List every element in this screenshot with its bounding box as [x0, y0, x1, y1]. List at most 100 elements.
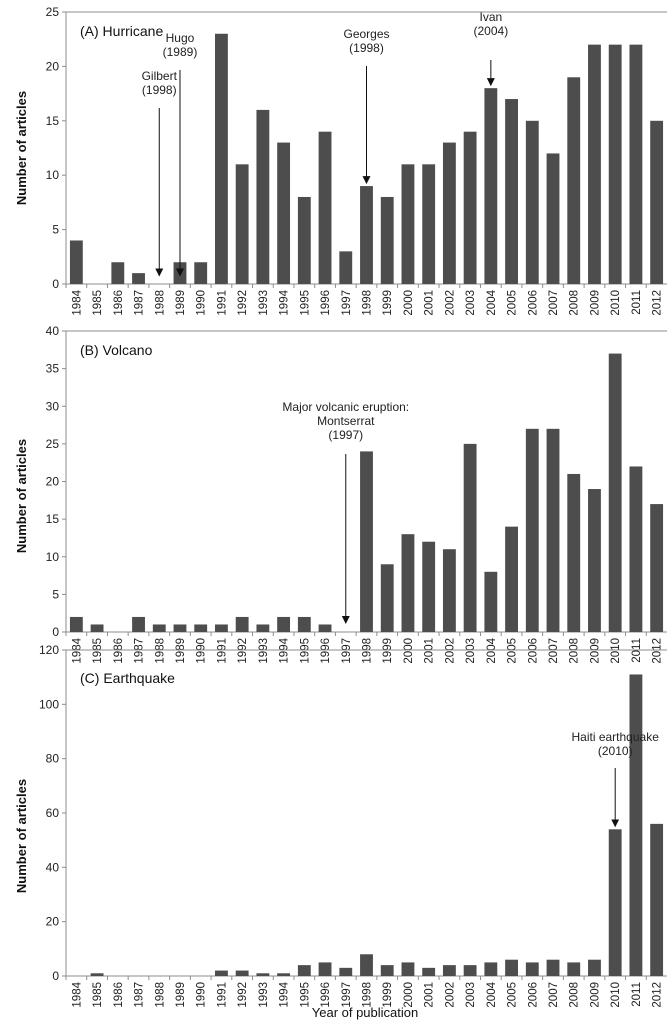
bar	[567, 473, 581, 632]
x-tick-label: 1992	[237, 290, 249, 316]
annotation-label: Georges	[343, 27, 389, 41]
bar	[215, 33, 228, 285]
x-tick-label: 2003	[465, 290, 477, 316]
annotation-label: Haiti earthquake	[571, 730, 659, 744]
bar	[422, 541, 436, 632]
x-tick-label: 1991	[216, 290, 228, 316]
panel-earthquake: (C) Earthquake Number of articles Year o…	[14, 643, 667, 1020]
bar	[132, 273, 145, 284]
annotation-label: Ivan	[480, 10, 503, 24]
bar	[484, 962, 498, 976]
x-tick-label: 1998	[362, 638, 374, 664]
annotation-label: (1997)	[328, 428, 363, 442]
x-tick-label: 2010	[610, 638, 622, 664]
bar	[608, 353, 622, 632]
x-tick-label: 1989	[175, 290, 187, 316]
x-tick-label: 2005	[507, 638, 519, 664]
bar	[297, 196, 311, 284]
bar	[442, 549, 456, 632]
x-tick-label: 2007	[548, 290, 560, 316]
bar	[463, 131, 477, 284]
y-tick-label: 35	[46, 362, 60, 376]
x-tick-label: 1995	[299, 638, 311, 664]
bar	[588, 489, 601, 632]
x-tick-label: 1994	[279, 981, 291, 1007]
bar	[297, 616, 311, 632]
x-tick-label: 1986	[113, 638, 125, 664]
x-tick-label: 2006	[527, 290, 539, 316]
bar	[380, 196, 394, 284]
bar	[277, 973, 291, 976]
bar	[318, 131, 332, 284]
x-tick-label: 2000	[403, 982, 415, 1008]
annotation-label: (2004)	[474, 24, 509, 38]
x-tick-label: 2010	[610, 982, 622, 1008]
x-tick-label: 1992	[237, 982, 249, 1008]
x-tick-label: 2006	[527, 982, 539, 1008]
y-tick-label: 15	[46, 114, 60, 128]
bar	[546, 959, 560, 976]
x-tick-label: 2001	[424, 982, 436, 1008]
x-tick-label: 1985	[92, 982, 104, 1008]
panel-title: (B) Volcano	[80, 342, 153, 358]
bar	[173, 624, 187, 632]
bar	[69, 240, 83, 284]
bar	[380, 564, 394, 632]
x-tick-label: 2002	[444, 982, 456, 1008]
x-tick-label: 2009	[589, 982, 601, 1008]
bar	[546, 153, 560, 284]
x-tick-label: 1987	[134, 982, 146, 1008]
x-tick-label: 1992	[237, 638, 249, 664]
annotation-label: (1998)	[142, 83, 177, 97]
x-tick-label: 1993	[258, 638, 270, 664]
annotation-label: (2010)	[598, 744, 633, 758]
x-tick-label: 2009	[589, 290, 601, 316]
bar	[360, 954, 373, 976]
bar	[215, 970, 228, 976]
bar	[256, 973, 270, 976]
x-tick-label: 1987	[134, 290, 146, 316]
x-tick-label: 1984	[71, 289, 83, 315]
x-tick-label: 1991	[216, 638, 228, 664]
x-tick-label: 2004	[486, 289, 498, 315]
x-tick-label: 2012	[652, 638, 664, 664]
y-axis-label: Number of articles	[14, 91, 29, 205]
x-tick-label: 1994	[279, 289, 291, 315]
x-tick-label: 1999	[382, 982, 394, 1008]
x-tick-label: 1994	[279, 637, 291, 663]
bar	[422, 967, 436, 976]
x-tick-label: 1990	[196, 982, 208, 1008]
bar	[588, 959, 601, 976]
bar	[318, 962, 332, 976]
bar	[194, 262, 208, 284]
y-tick-label: 120	[39, 643, 59, 657]
y-tick-label: 20	[46, 915, 60, 929]
x-tick-label: 1984	[71, 981, 83, 1007]
x-tick-label: 1986	[113, 290, 125, 316]
bar	[360, 186, 373, 284]
y-tick-label: 5	[52, 223, 59, 237]
y-tick-label: 10	[46, 168, 60, 182]
x-tick-label: 2006	[527, 638, 539, 664]
x-tick-label: 2008	[569, 982, 581, 1008]
x-tick-label: 2010	[610, 290, 622, 316]
x-tick-label: 1989	[175, 638, 187, 664]
bar	[525, 962, 539, 976]
bar	[132, 616, 145, 632]
x-tick-label: 2002	[444, 638, 456, 664]
x-tick-label: 1996	[320, 638, 332, 664]
x-tick-label: 1993	[258, 982, 270, 1008]
y-tick-label: 40	[46, 324, 60, 338]
y-tick-label: 20	[46, 59, 60, 73]
x-tick-label: 1996	[320, 982, 332, 1008]
y-tick-label: 25	[46, 5, 60, 19]
x-tick-label: 2005	[507, 982, 519, 1008]
bar	[608, 829, 622, 976]
bar	[505, 526, 518, 632]
x-tick-label: 1991	[216, 982, 228, 1008]
bar	[339, 967, 353, 976]
x-tick-label: 1999	[382, 290, 394, 316]
y-tick-label: 80	[46, 752, 60, 766]
x-tick-label: 1990	[196, 290, 208, 316]
bar	[463, 965, 477, 976]
